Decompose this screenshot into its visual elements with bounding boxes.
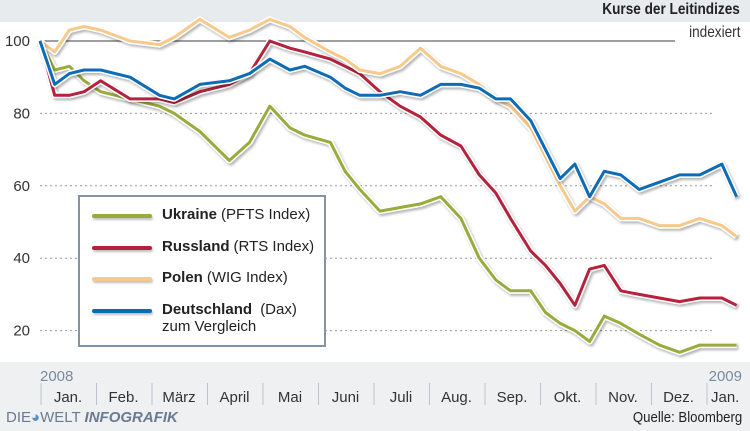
legend-note: zum Vergleich (162, 318, 257, 335)
globe-icon: ◕ (31, 409, 41, 426)
series-line-ukraine (38, 40, 737, 354)
legend-label: Russland (162, 238, 230, 255)
series-deutschland (37, 40, 740, 200)
legend-item-ukraine: Ukraine (PFTS Index) (92, 206, 310, 223)
legend-item-russland: Russland (RTS Index) (92, 238, 314, 255)
y-tick-label: 80 (13, 105, 30, 122)
series-ukraine (37, 39, 737, 356)
legend-desc: (WIG Index) (206, 269, 288, 286)
x-tick-label: Jan. (54, 389, 82, 406)
logo-infografik: INFOGRAFIK (84, 409, 178, 426)
series-russland (37, 38, 738, 309)
chart-subtitle: indexiert (688, 24, 740, 41)
series-line-russland (38, 39, 738, 307)
legend-item-deutschland: Deutschland (Dax) zum Vergleich (92, 301, 297, 335)
title-bar (0, 0, 750, 22)
legend-label: Ukraine (162, 206, 218, 223)
legend-swatch (92, 309, 152, 313)
die-welt-logo: DIE◕WELT INFOGRAFIK (6, 409, 178, 426)
legend-desc: (PFTS Index) (221, 206, 311, 223)
y-tick-label: 60 (13, 178, 30, 195)
legend-label: Deutschland (162, 301, 253, 318)
year-label: 2008 (40, 368, 73, 385)
legend-desc: (Dax) (260, 301, 297, 318)
year-label: 2009 (709, 368, 742, 385)
x-tick-label: April (219, 389, 249, 406)
source-note: Quelle: Bloomberg (632, 409, 742, 426)
series-halo (37, 40, 740, 200)
x-tick-label: Jan. (711, 389, 739, 406)
legend-swatch (92, 277, 152, 281)
x-tick-label: Dez. (663, 389, 694, 406)
x-tick-label: Mai (278, 389, 302, 406)
legend-item-polen: Polen (WIG Index) (92, 269, 288, 286)
legend-label: Polen (162, 269, 203, 286)
legend: Ukraine (PFTS Index) Russland (RTS Index… (78, 195, 326, 347)
x-tick-label: Juli (390, 389, 413, 406)
series-polen (38, 16, 739, 239)
x-tick-label: Juni (332, 389, 360, 406)
x-tick-label: März (162, 389, 195, 406)
x-tick-label: Aug. (441, 389, 472, 406)
chart-title: Kurse der Leitindizes (602, 1, 740, 18)
logo-die: DIE (6, 409, 32, 426)
series-line-polen (39, 17, 738, 238)
series-line-deutschland (38, 40, 738, 199)
x-tick-label: Okt. (554, 389, 582, 406)
legend-swatch (92, 214, 152, 218)
legend-swatch (92, 246, 152, 250)
x-tick-label: Sep. (497, 389, 528, 406)
y-tick-label: 20 (13, 323, 30, 340)
logo-welt: WELT (40, 409, 81, 426)
x-tick-label: Feb. (108, 389, 138, 406)
y-tick-label: 40 (13, 250, 30, 267)
y-tick-label: 100 (5, 33, 30, 50)
x-tick-label: Nov. (608, 389, 638, 406)
legend-desc: (RTS Index) (233, 238, 315, 255)
axis-band (0, 362, 750, 431)
